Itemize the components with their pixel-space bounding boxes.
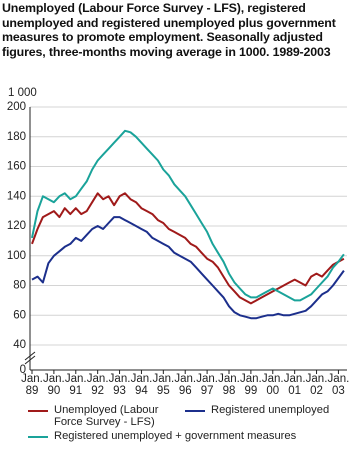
x-tick-label-line: 99 <box>244 385 257 397</box>
x-tick-label: Jan. 00 <box>262 373 284 397</box>
x-tick-label-line: Jan. <box>196 373 218 385</box>
x-tick-label-line: 91 <box>69 385 82 397</box>
x-tick-label: Jan. 99 <box>240 373 262 397</box>
x-tick-label-line: Jan. <box>262 373 284 385</box>
y-tick-label: 100 <box>7 250 26 262</box>
legend-label: Registered unemployed + government measu… <box>54 430 297 442</box>
legend-label: Registered unemployed <box>211 404 330 416</box>
series-line <box>31 216 345 320</box>
x-tick-label-line: 02 <box>310 385 323 397</box>
x-tick-label-line: Jan. <box>109 373 131 385</box>
y-tick-label: 200 <box>7 101 26 113</box>
y-tick-label: 140 <box>7 190 26 202</box>
x-tick-label-line: Jan. <box>131 373 153 385</box>
y-tick-label: 160 <box>7 161 26 173</box>
x-tick-label-line: Jan. <box>43 373 65 385</box>
x-tick-label-line: Jan. <box>306 373 328 385</box>
x-tick-label: Jan. 90 <box>43 373 65 397</box>
x-tick-label-line: Jan. <box>87 373 109 385</box>
x-tick-label-line: 95 <box>157 385 170 397</box>
legend-label: Unemployed (Labour Force Survey - LFS) <box>54 404 159 428</box>
x-tick-label: Jan. 92 <box>87 373 109 397</box>
x-tick-label-line: 97 <box>201 385 214 397</box>
x-tick-label-line: Jan. <box>174 373 196 385</box>
x-tick-label-line: 89 <box>26 385 39 397</box>
x-tick-label-line: 03 <box>332 385 345 397</box>
x-tick-label: Jan. 91 <box>65 373 87 397</box>
x-tick-label-line: 01 <box>288 385 301 397</box>
series-line <box>31 192 345 305</box>
x-tick-label-line: Jan. <box>152 373 174 385</box>
x-tick-label: Jan. 02 <box>306 373 328 397</box>
y-tick-label: 120 <box>7 220 26 232</box>
x-tick-label-line: 00 <box>266 385 279 397</box>
x-tick-label-line: 92 <box>91 385 104 397</box>
legend-swatch <box>28 410 48 412</box>
x-tick-label: Jan. 01 <box>284 373 306 397</box>
x-tick-label-line: 90 <box>47 385 60 397</box>
x-tick-label: Jan. 97 <box>196 373 218 397</box>
x-tick-label-line: Jan. <box>21 373 43 385</box>
x-tick-label-line: 98 <box>223 385 236 397</box>
x-tick-label: Jan. 96 <box>174 373 196 397</box>
y-tick-label: 80 <box>13 280 26 292</box>
x-tick-label: Jan. 98 <box>218 373 240 397</box>
x-tick-label: Jan. 03 <box>328 373 350 397</box>
x-tick-label-line: 96 <box>179 385 192 397</box>
y-axis-label: 1 000 <box>8 87 37 99</box>
y-tick-label: 0 <box>20 364 26 376</box>
x-tick-label-line: Jan. <box>328 373 350 385</box>
x-tick-label-line: Jan. <box>218 373 240 385</box>
y-tick-label: 180 <box>7 131 26 143</box>
y-tick-label: 60 <box>13 309 26 321</box>
x-tick-label-line: 93 <box>113 385 126 397</box>
x-tick-label: Jan. 95 <box>152 373 174 397</box>
x-tick-label-line: Jan. <box>284 373 306 385</box>
series-line <box>31 129 345 302</box>
x-tick-label-line: Jan. <box>240 373 262 385</box>
x-tick-label-line: Jan. <box>65 373 87 385</box>
x-tick-label: Jan. 94 <box>131 373 153 397</box>
x-tick-label-line: 94 <box>135 385 148 397</box>
x-tick-label: Jan. 93 <box>109 373 131 397</box>
legend-swatch <box>185 410 205 412</box>
chart-title: Unemployed (Labour Force Survey - LFS), … <box>2 1 336 59</box>
x-tick-label: Jan. 89 <box>21 373 43 397</box>
legend-swatch <box>28 436 48 438</box>
y-tick-label: 40 <box>13 339 26 351</box>
